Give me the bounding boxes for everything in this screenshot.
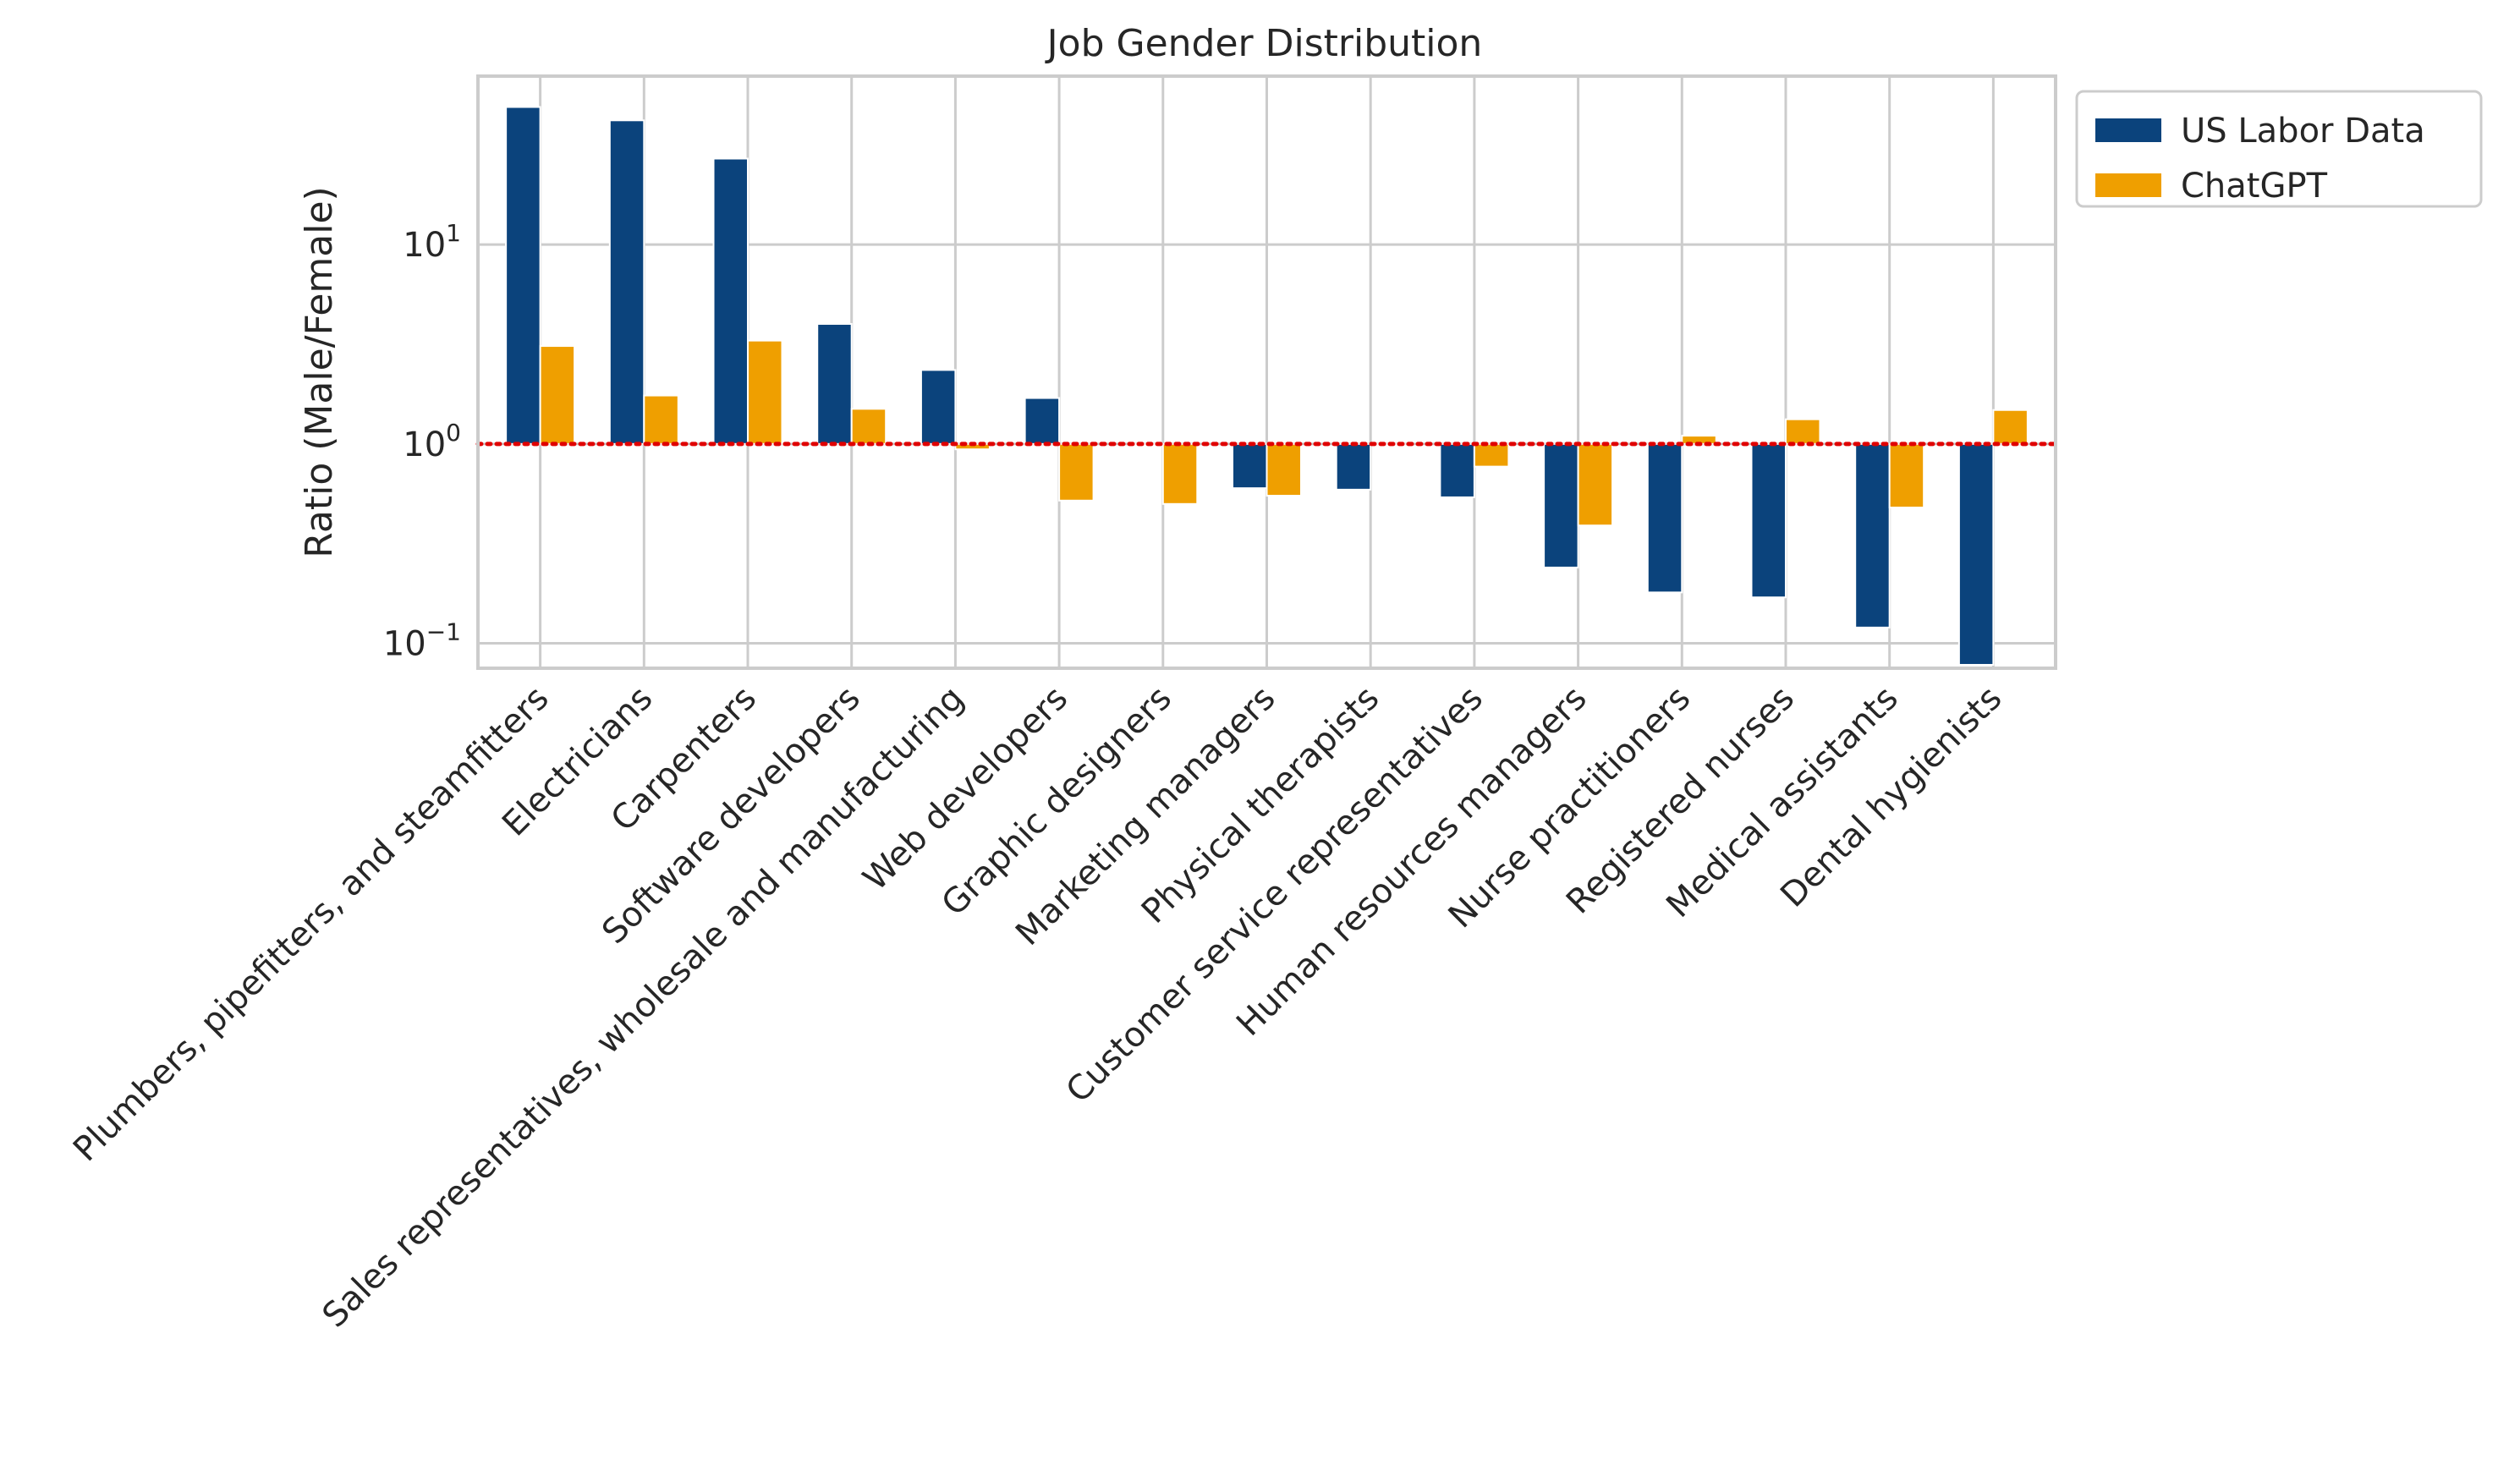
bar-chatgpt [539,345,576,445]
bar-us-labor [1335,442,1372,491]
y-tick-label: 100 [403,419,461,464]
bar-chatgpt [1888,442,1925,508]
bar-us-labor [1750,442,1787,599]
bar-us-labor [505,106,541,445]
bar-us-labor [1646,442,1683,594]
legend-swatch [2095,173,2161,197]
bar-chatgpt [1992,409,2029,445]
legend: US Labor Data ChatGPT [2075,90,2483,208]
bar-us-labor [712,157,749,445]
bar-chatgpt [1784,418,1821,445]
bar-chatgpt [1473,442,1510,468]
bar-us-labor [1232,442,1268,490]
bar-chatgpt [1058,442,1095,502]
bar-chatgpt [1161,442,1199,505]
bar-us-labor [1024,397,1061,445]
bar-us-labor [1854,442,1891,628]
bar-us-labor [816,322,853,445]
bar-us-labor [1439,442,1475,498]
bar-chatgpt [643,394,679,445]
bar-us-labor [920,369,957,445]
legend-swatch [2095,118,2161,142]
bar-chatgpt [1265,442,1302,497]
bar-us-labor [1957,442,1995,666]
plot-frame [476,74,2057,670]
bar-us-labor [608,119,645,445]
bar-us-labor [1543,442,1579,568]
bar-chatgpt [747,339,783,445]
y-axis-label: Ratio (Male/Female) [298,186,341,557]
bar-chatgpt [850,408,887,445]
legend-box [2075,90,2483,208]
chart-title: Job Gender Distribution [1045,22,1483,65]
legend-label: ChatGPT [2181,167,2328,206]
y-tick-label: 10−1 [383,618,461,664]
legend-label: US Labor Data [2181,112,2425,151]
y-tick-label: 101 [403,219,461,265]
bar-chatgpt [1577,442,1614,527]
